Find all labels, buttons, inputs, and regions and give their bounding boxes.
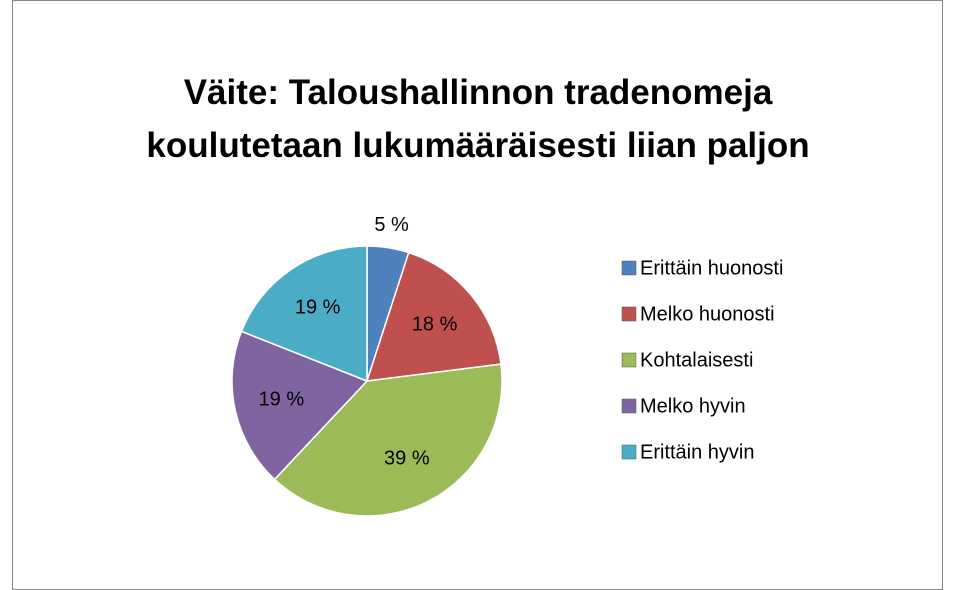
legend-label: Melko huonosti: [640, 303, 775, 325]
data-label: 19 %: [259, 388, 305, 410]
legend-swatch: [621, 444, 637, 460]
legend-label: Erittäin hyvin: [640, 441, 755, 463]
data-label: 39 %: [384, 447, 430, 469]
pie-slice: [273, 363, 503, 517]
data-label: 19 %: [295, 297, 341, 319]
chart-title: Väite: Taloushallinnon tradenomeja koulu…: [146, 73, 810, 165]
legend-swatch: [621, 352, 637, 368]
legend-label: Melko hyvin: [640, 395, 746, 417]
data-label: 5 %: [374, 214, 409, 236]
legend-swatch: [621, 398, 637, 414]
legend-swatch: [621, 306, 637, 322]
legend-label: Kohtalaisesti: [640, 349, 753, 371]
legend-swatch: [621, 260, 637, 276]
pie-slice: [365, 251, 502, 382]
pie-slice: [240, 245, 368, 383]
data-label: 18 %: [412, 313, 458, 335]
legend-label: Erittäin huonosti: [640, 257, 783, 279]
